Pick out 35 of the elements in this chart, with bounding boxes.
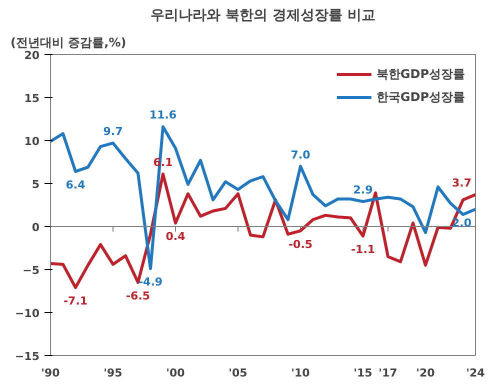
data-label: 3.7 [452, 176, 472, 190]
data-label: 9.7 [103, 125, 123, 138]
x-tick-label: '90 [41, 366, 60, 380]
data-label: 2.9 [353, 184, 373, 197]
data-label: -4.9 [138, 276, 163, 289]
data-label: -0.5 [288, 238, 313, 251]
data-label: 6.4 [66, 178, 86, 192]
data-label: 0.4 [166, 230, 186, 244]
legend-label: 북한GDP성장률 [376, 66, 465, 82]
y-tick-label: −15 [14, 350, 40, 363]
y-tick-label: 0 [32, 221, 40, 234]
x-tick-label: '15 [354, 366, 372, 380]
y-tick-label: −5 [22, 264, 40, 277]
x-tick-label: '95 [104, 366, 122, 380]
x-tick-label: '24 [466, 366, 486, 380]
y-tick-label: 10 [24, 135, 40, 148]
data-label: 7.0 [290, 148, 311, 162]
y-tick-label: 20 [24, 49, 40, 62]
line-series [50, 125, 476, 270]
chart-title: 우리나라와 북한의 경제성장률 비교 [150, 8, 376, 24]
x-tick-label: '20 [416, 366, 436, 380]
x-tick-label: '17 [378, 366, 398, 380]
legend-label: 한국GDP성장률 [376, 88, 465, 106]
data-label: -7.1 [63, 294, 88, 308]
x-tick-label: '05 [228, 366, 248, 380]
y-tick-label: 15 [24, 92, 40, 105]
x-tick-label: '10 [291, 366, 310, 380]
data-label: -6.5 [126, 289, 150, 302]
data-label: 11.6 [149, 108, 177, 122]
y-axis-title: (전년대비 증감률,%) [10, 36, 126, 50]
y-tick-label: 5 [32, 178, 40, 191]
y-tick-label: −10 [14, 307, 40, 320]
line-series [50, 172, 476, 290]
data-label: -1.1 [350, 242, 376, 256]
x-tick-label: '00 [166, 366, 186, 380]
